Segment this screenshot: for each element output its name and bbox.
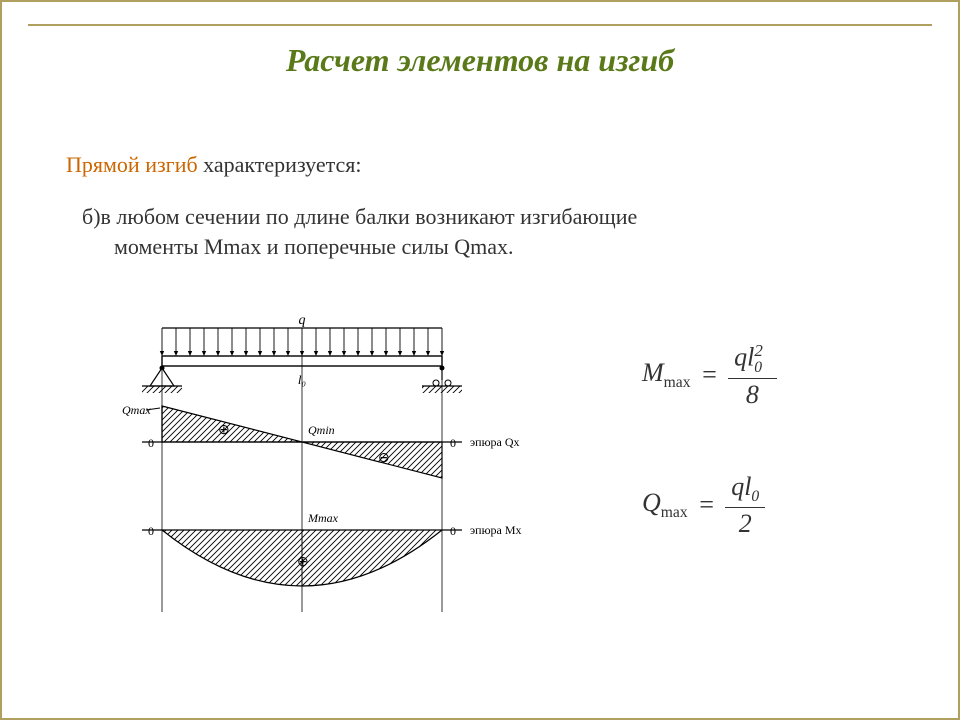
m-num-q: q <box>734 343 747 372</box>
body-line-2: моменты Мmax и поперечные силы Qmax. <box>82 232 862 262</box>
formula-m-lhs: Mmax <box>642 358 691 392</box>
formula-q-lhs: Qmax <box>642 488 688 522</box>
q-num: ql0 <box>725 473 765 509</box>
q-fraction: ql0 2 <box>725 473 765 538</box>
shear-diagram: Qmax Qmin 0 0 ⊕ ⊖ эпюра Qx <box>122 403 520 478</box>
moment-zero-right: 0 <box>450 524 456 538</box>
load-label-q: q <box>299 313 306 328</box>
label-mmax: Mmax <box>307 511 339 525</box>
top-rule <box>28 24 932 26</box>
moment-zero-left: 0 <box>148 524 154 538</box>
m-num-sup: 2 <box>754 341 762 360</box>
q-num-sub: 0 <box>751 488 759 505</box>
q-num-q: q <box>731 472 744 501</box>
shear-caption: эпюра Qx <box>470 435 520 449</box>
m-num-sub: 0 <box>754 359 762 376</box>
subtitle-lead: Прямой изгиб <box>66 152 198 177</box>
subtitle-rest: характеризуется: <box>198 152 362 177</box>
distributed-load: q <box>160 313 444 356</box>
subtitle: Прямой изгиб характеризуется: <box>66 152 362 178</box>
moment-diagram: Mmax 0 0 ⊕ эпюра Mx <box>142 511 522 586</box>
beam-diagram-svg: q l₀ <box>102 312 522 632</box>
shear-minus-icon: ⊖ <box>378 451 390 466</box>
q-eq: = <box>698 490 716 520</box>
beam-diagram: q l₀ <box>102 312 522 632</box>
m-var: M <box>642 358 664 387</box>
q-den: 2 <box>725 508 765 537</box>
shear-zero-right: 0 <box>450 436 456 450</box>
m-den: 8 <box>728 379 776 408</box>
m-fraction: ql20 8 <box>728 342 776 409</box>
m-sub: max <box>664 374 691 391</box>
m-num: ql20 <box>728 342 776 379</box>
slide: Расчет элементов на изгиб Прямой изгиб х… <box>0 0 960 720</box>
moment-caption: эпюра Mx <box>470 523 522 537</box>
moment-plus-icon: ⊕ <box>297 555 309 570</box>
formula-mmax: Mmax = ql20 8 <box>642 342 902 409</box>
slide-title: Расчет элементов на изгиб <box>2 42 958 79</box>
label-qmin: Qmin <box>308 423 335 437</box>
shear-zero-left: 0 <box>148 436 154 450</box>
shear-plus-icon: ⊕ <box>218 423 230 438</box>
body-text: б)в любом сечении по длине балки возника… <box>82 202 862 261</box>
formula-qmax: Qmax = ql0 2 <box>642 473 902 538</box>
q-sub: max <box>661 504 688 521</box>
body-line-1: б)в любом сечении по длине балки возника… <box>82 204 637 229</box>
m-eq: = <box>701 360 719 390</box>
formulas: Mmax = ql20 8 Qmax = ql0 2 <box>642 342 902 601</box>
q-var: Q <box>642 488 661 517</box>
